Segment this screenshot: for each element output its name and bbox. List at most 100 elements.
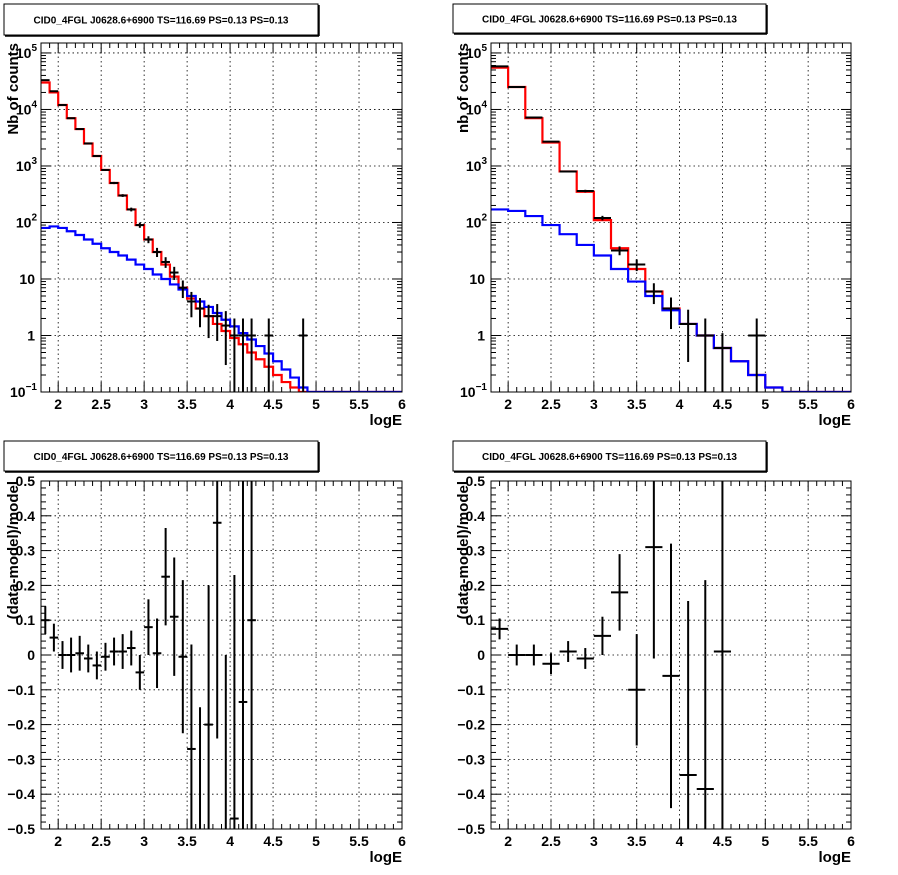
data-point: [645, 481, 663, 659]
title-box: [3, 3, 319, 36]
x-tick-label: 4: [226, 396, 234, 412]
y-axis-title: (data-model)/model: [455, 481, 472, 619]
plot-area: [41, 43, 402, 392]
y-tick-label-base: 10: [16, 214, 32, 230]
x-tick-label: 3: [140, 396, 148, 412]
data-point: [101, 642, 110, 671]
x-tick-label: 6: [847, 396, 855, 412]
data-point: [576, 189, 594, 193]
y-axis-title: Nb of counts: [5, 43, 22, 135]
chart-title: CID0_4FGL J0628.6+6900 TS=116.69 PS=0.13…: [33, 16, 288, 27]
data-point: [221, 311, 231, 366]
data-point: [169, 266, 179, 280]
data-point: [238, 318, 248, 392]
data-point: [41, 606, 50, 635]
data-point: [66, 637, 76, 673]
data-point: [264, 318, 274, 392]
y-tick-label: 103: [16, 156, 38, 174]
y-tick-label: −0.5: [7, 821, 35, 837]
y-tick-label: 1: [477, 327, 485, 343]
y-tick-label: −0.4: [7, 786, 35, 802]
series-line-model-total: [41, 81, 402, 392]
data-point: [628, 259, 646, 272]
y-tick-label: 102: [16, 212, 38, 230]
data-point: [187, 644, 196, 829]
y-tick-label: 0: [477, 647, 485, 663]
data-point: [92, 155, 102, 158]
data-point: [109, 181, 119, 185]
y-tick-label-base: 10: [460, 384, 476, 400]
data-point: [713, 333, 731, 392]
y-tick-label: 0.4: [466, 508, 486, 524]
data-point: [224, 655, 227, 829]
y-tick-label: 105: [16, 43, 38, 61]
data-point: [109, 637, 119, 666]
data-point: [542, 140, 560, 143]
data-point: [679, 601, 697, 829]
data-point: [126, 207, 136, 212]
y-tick-label-exponent: 3: [481, 156, 487, 167]
data-point: [75, 635, 84, 671]
chart-panel-top-right: 2 2.5 3 3.5 4 4.5 5 5.5 610−1110102103104105logE…: [452, 3, 855, 429]
data-point: [83, 644, 93, 673]
y-tick-label-exponent: 2: [31, 212, 37, 223]
x-tick-label: 4.5: [713, 833, 733, 849]
y-tick-label: −0.5: [457, 821, 485, 837]
y-axis-title: nb of counts: [455, 43, 472, 133]
y-tick-label-base: 10: [466, 214, 482, 230]
x-tick-label: 2: [504, 833, 512, 849]
x-tick-label: 6: [398, 833, 406, 849]
chart-panel-bottom-left: 2 2.5 3 3.5 4 4.5 5 5.5 6 −0.5 −0.4 −0.3 −0.2 −0.1 0 0.…: [3, 440, 406, 866]
y-tick-label-base: 10: [466, 158, 482, 174]
plot-frame: [490, 480, 852, 830]
x-axis-title: logE: [819, 412, 852, 429]
data-point: [49, 623, 59, 652]
data-point: [144, 599, 153, 655]
y-tick-label: −0.2: [457, 717, 485, 733]
x-tick-label: 2: [54, 833, 62, 849]
y-tick-label: 10−1: [460, 382, 487, 400]
x-tick-label: 5: [761, 396, 769, 412]
data-point: [247, 318, 256, 392]
chart-title: CID0_4FGL J0628.6+6900 TS=116.69 PS=0.13…: [33, 452, 288, 463]
data-point: [66, 117, 76, 120]
x-tick-label: 2.5: [91, 833, 111, 849]
x-tick-label: 5: [312, 833, 320, 849]
y-tick-label: 0.3: [466, 543, 486, 559]
plot-data-group: [491, 65, 851, 392]
data-point: [679, 309, 697, 362]
data-point: [126, 630, 136, 666]
data-point: [576, 648, 594, 669]
x-tick-label: 3: [590, 833, 598, 849]
data-point: [152, 247, 162, 257]
x-tick-label: 3.5: [627, 833, 647, 849]
y-tick-label: 104: [16, 99, 38, 117]
y-tick-label: 1: [27, 327, 35, 343]
data-point: [199, 707, 202, 829]
chart-title: CID0_4FGL J0628.6+6900 TS=116.69 PS=0.13…: [482, 15, 737, 26]
data-point: [187, 291, 196, 318]
x-tick-label: 3: [140, 833, 148, 849]
data-point: [230, 318, 239, 392]
y-tick-label: 0: [27, 647, 35, 663]
plot-data-group: [41, 481, 256, 829]
plot-data-group: [491, 481, 731, 829]
y-tick-label: 0.5: [16, 473, 36, 489]
data-point: [559, 170, 577, 173]
chart-panel-top-left: 2 2.5 3 3.5 4 4.5 5 5.5 610−1110102103104105logE…: [3, 3, 406, 429]
data-point: [144, 236, 153, 244]
data-point: [135, 655, 145, 690]
data-point: [178, 280, 188, 299]
data-point: [169, 557, 179, 676]
data-point: [491, 618, 509, 640]
data-point: [161, 257, 170, 268]
y-tick-label: −0.3: [457, 751, 485, 767]
x-tick-label: 4: [676, 396, 684, 412]
y-tick-label-base: 10: [10, 384, 26, 400]
series-line-model-source: [491, 208, 851, 392]
data-point: [662, 297, 680, 330]
x-tick-label: 4.5: [263, 833, 283, 849]
y-tick-label: 0.4: [16, 508, 36, 524]
data-point: [161, 527, 170, 626]
